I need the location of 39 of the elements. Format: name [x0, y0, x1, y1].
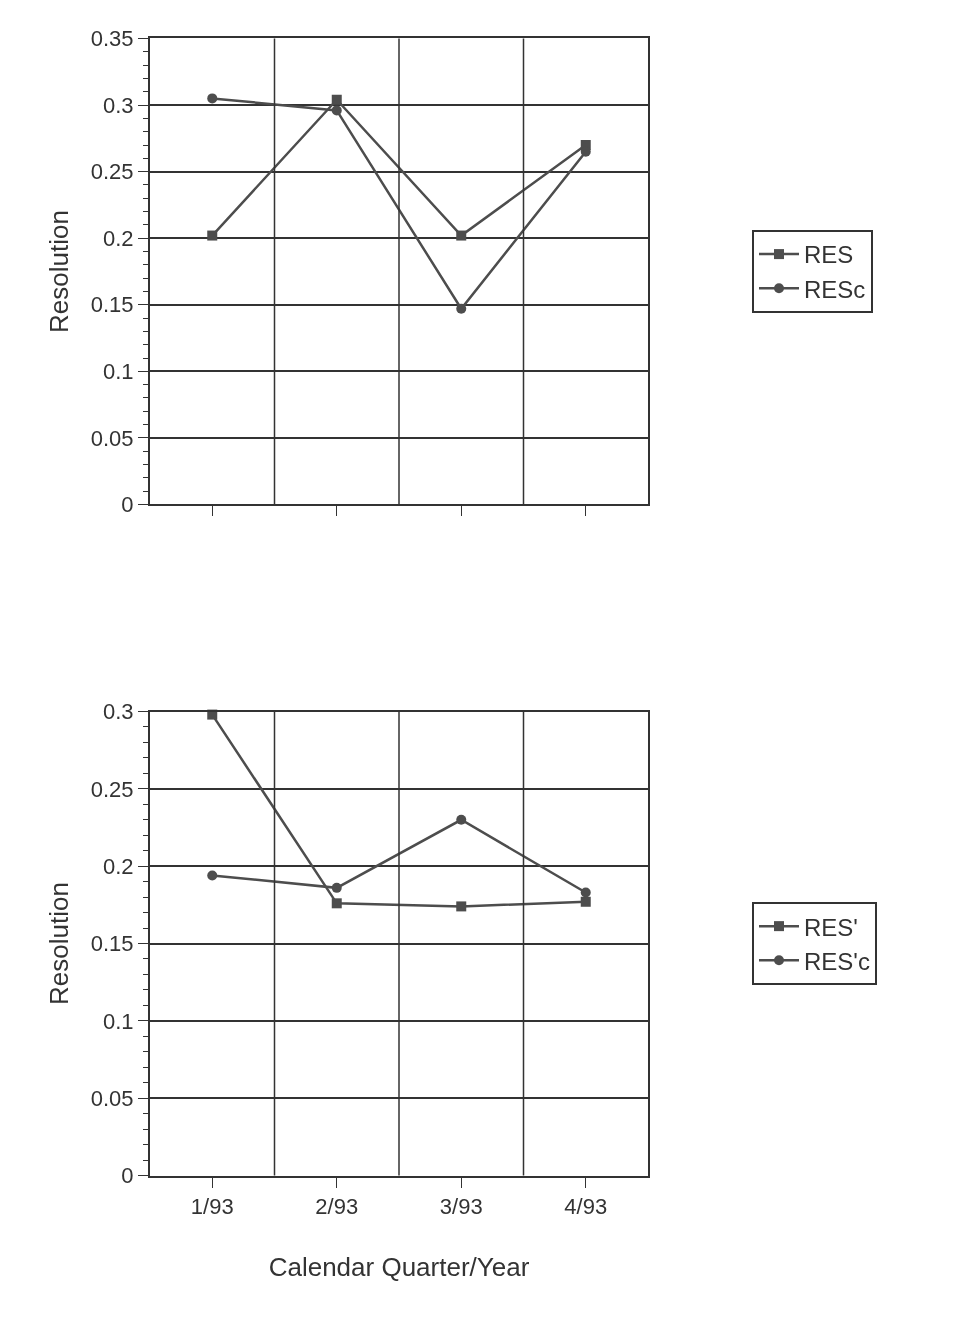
point	[207, 93, 218, 104]
x-tick-label: 3/93	[439, 1193, 483, 1219]
y-tick-label: 0.35	[90, 26, 134, 52]
y-tick-label: 0.3	[103, 92, 134, 118]
y-tick-label: 0.05	[90, 1085, 134, 1111]
point	[331, 105, 342, 116]
point	[580, 896, 591, 907]
y-tick-label: 0.25	[90, 159, 134, 185]
y-tick-label: 0	[121, 1163, 134, 1189]
y-axis-title: Resolution	[43, 210, 74, 333]
y-tick-label: 0.2	[103, 853, 134, 879]
point	[207, 230, 218, 241]
y-tick-label: 0	[121, 492, 134, 518]
legend-label: RES'c	[804, 947, 870, 975]
point	[331, 898, 342, 909]
y-tick-label: 0.15	[90, 292, 134, 318]
point	[331, 94, 342, 105]
y-tick-label: 0.25	[90, 776, 134, 802]
x-tick-label: 4/93	[564, 1193, 608, 1219]
y-tick-label: 0.3	[103, 699, 134, 725]
point	[456, 901, 467, 912]
point	[456, 814, 467, 825]
y-tick-label: 0.15	[90, 931, 134, 957]
y-tick-label: 0.1	[103, 359, 134, 385]
y-tick-label: 0.05	[90, 425, 134, 451]
point	[331, 882, 342, 893]
legend-label: RES'	[804, 913, 858, 941]
y-tick-label: 0.2	[103, 225, 134, 251]
legend-label: RES	[804, 241, 854, 269]
x-tick-label: 1/93	[190, 1193, 234, 1219]
point	[456, 230, 467, 241]
x-axis-title: Calendar Quarter/Year	[268, 1252, 530, 1283]
point	[207, 870, 218, 881]
y-tick-label: 0.1	[103, 1008, 134, 1034]
y-axis-title: Resolution	[43, 882, 74, 1005]
legend-label: RESc	[804, 275, 866, 303]
x-tick-label: 2/93	[315, 1193, 359, 1219]
point	[456, 303, 467, 314]
point	[580, 887, 591, 898]
